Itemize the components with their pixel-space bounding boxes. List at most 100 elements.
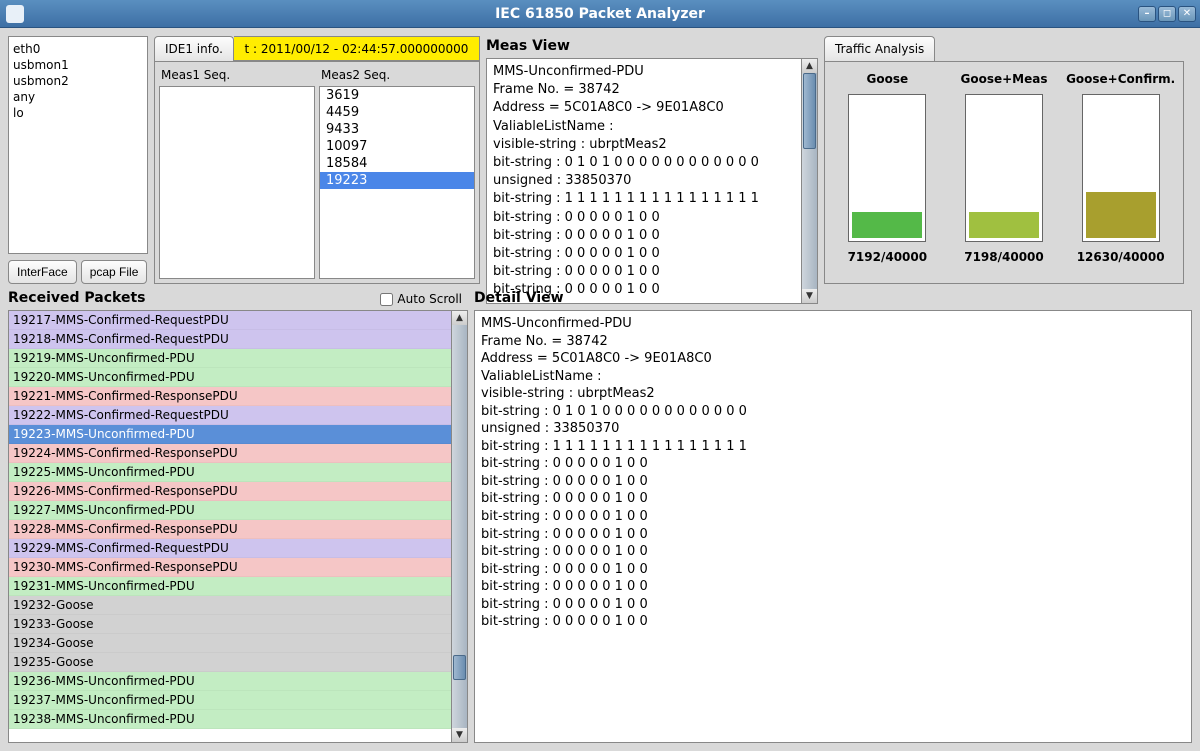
detail-line: bit-string : 0 0 0 0 0 1 0 0: [481, 526, 1185, 544]
packet-row[interactable]: 19230-MMS-Confirmed-ResponsePDU: [9, 558, 451, 577]
packet-row[interactable]: 19217-MMS-Confirmed-RequestPDU: [9, 311, 451, 330]
meas2-item[interactable]: 4459: [320, 104, 474, 121]
meas2-item[interactable]: 3619: [320, 87, 474, 104]
scroll-down-icon[interactable]: ▼: [802, 289, 817, 303]
tab-traffic-analysis[interactable]: Traffic Analysis: [824, 36, 935, 61]
meas1-list[interactable]: [159, 86, 315, 279]
received-list[interactable]: 19217-MMS-Confirmed-RequestPDU19218-MMS-…: [8, 310, 452, 743]
meas-line: bit-string : 1 1 1 1 1 1 1 1 1 1 1 1 1 1…: [493, 190, 795, 208]
packet-row[interactable]: 19221-MMS-Confirmed-ResponsePDU: [9, 387, 451, 406]
meas-line: bit-string : 0 0 0 0 0 1 0 0: [493, 227, 795, 245]
ide-panel: IDE1 info. t : 2011/00/12 - 02:44:57.000…: [154, 36, 480, 284]
traffic-body: Goose7192/40000Goose+Meas7198/40000Goose…: [824, 61, 1184, 284]
meas2-item[interactable]: 9433: [320, 121, 474, 138]
scroll-thumb[interactable]: [803, 73, 816, 149]
packet-row[interactable]: 19222-MMS-Confirmed-RequestPDU: [9, 406, 451, 425]
chart-fill: [852, 212, 922, 238]
scroll-up-icon[interactable]: ▲: [802, 59, 817, 73]
packet-row[interactable]: 19236-MMS-Unconfirmed-PDU: [9, 672, 451, 691]
interface-item[interactable]: lo: [13, 105, 143, 121]
scroll-down-icon[interactable]: ▼: [452, 728, 467, 742]
packet-row[interactable]: 19237-MMS-Unconfirmed-PDU: [9, 691, 451, 710]
window-title: IEC 61850 Packet Analyzer: [495, 6, 705, 22]
interface-item[interactable]: usbmon1: [13, 57, 143, 73]
interface-item[interactable]: any: [13, 89, 143, 105]
received-title: Received Packets: [8, 288, 145, 310]
packet-row[interactable]: 19238-MMS-Unconfirmed-PDU: [9, 710, 451, 729]
detail-line: MMS-Unconfirmed-PDU: [481, 315, 1185, 333]
packet-row[interactable]: 19234-Goose: [9, 634, 451, 653]
received-packets-panel: Received Packets Auto Scroll 19217-MMS-C…: [8, 288, 468, 743]
interface-button[interactable]: InterFace: [8, 260, 77, 284]
detail-view-panel: Detail View MMS-Unconfirmed-PDUFrame No.…: [474, 288, 1192, 743]
meas-view-panel: Meas View MMS-Unconfirmed-PDUFrame No. =…: [486, 36, 818, 284]
meas2-item[interactable]: 10097: [320, 138, 474, 155]
traffic-panel: Traffic Analysis Goose7192/40000Goose+Me…: [824, 36, 1184, 284]
packet-row[interactable]: 19231-MMS-Unconfirmed-PDU: [9, 577, 451, 596]
close-button[interactable]: ✕: [1178, 6, 1196, 22]
detail-view-text[interactable]: MMS-Unconfirmed-PDUFrame No. = 38742Addr…: [474, 310, 1192, 743]
scroll-track[interactable]: [802, 73, 817, 289]
detail-line: bit-string : 0 0 0 0 0 1 0 0: [481, 508, 1185, 526]
seq-container: Meas1 Seq. Meas2 Seq. 361944599433100971…: [154, 61, 480, 284]
meas2-item[interactable]: 19223: [320, 172, 474, 189]
detail-line: unsigned : 33850370: [481, 420, 1185, 438]
packet-row[interactable]: 19225-MMS-Unconfirmed-PDU: [9, 463, 451, 482]
packet-row[interactable]: 19227-MMS-Unconfirmed-PDU: [9, 501, 451, 520]
auto-scroll-checkbox[interactable]: [380, 293, 393, 306]
meas-line: visible-string : ubrptMeas2: [493, 136, 795, 154]
packet-row[interactable]: 19218-MMS-Confirmed-RequestPDU: [9, 330, 451, 349]
meas-view-scrollbar[interactable]: ▲ ▼: [802, 58, 818, 304]
meas-line: Frame No. = 38742: [493, 81, 795, 99]
maximize-button[interactable]: ◻: [1158, 6, 1176, 22]
received-scrollbar[interactable]: ▲ ▼: [452, 310, 468, 743]
interface-item[interactable]: usbmon2: [13, 73, 143, 89]
chart-box: [848, 94, 926, 242]
meas-view-body: MMS-Unconfirmed-PDUFrame No. = 38742Addr…: [486, 58, 818, 304]
chart-column: Goose+Meas7198/40000: [949, 72, 1059, 277]
detail-line: Address = 5C01A8C0 -> 9E01A8C0: [481, 350, 1185, 368]
window-titlebar: IEC 61850 Packet Analyzer – ◻ ✕: [0, 0, 1200, 28]
scroll-thumb[interactable]: [453, 655, 466, 679]
detail-line: bit-string : 0 0 0 0 0 1 0 0: [481, 490, 1185, 508]
detail-line: bit-string : 0 0 0 0 0 1 0 0: [481, 596, 1185, 614]
scroll-up-icon[interactable]: ▲: [452, 311, 467, 325]
chart-count: 12630/40000: [1077, 250, 1165, 264]
packet-row[interactable]: 19219-MMS-Unconfirmed-PDU: [9, 349, 451, 368]
packet-row[interactable]: 19229-MMS-Confirmed-RequestPDU: [9, 539, 451, 558]
tab-ide1[interactable]: IDE1 info.: [154, 36, 234, 61]
packet-row[interactable]: 19226-MMS-Confirmed-ResponsePDU: [9, 482, 451, 501]
interface-item[interactable]: eth0: [13, 41, 143, 57]
meas-view-text[interactable]: MMS-Unconfirmed-PDUFrame No. = 38742Addr…: [486, 58, 802, 304]
meas2-list[interactable]: 361944599433100971858419223: [319, 86, 475, 279]
chart-fill: [969, 212, 1039, 238]
packet-row[interactable]: 19224-MMS-Confirmed-ResponsePDU: [9, 444, 451, 463]
app-icon: [6, 5, 24, 23]
packet-row[interactable]: 19220-MMS-Unconfirmed-PDU: [9, 368, 451, 387]
detail-line: visible-string : ubrptMeas2: [481, 385, 1185, 403]
packet-row[interactable]: 19235-Goose: [9, 653, 451, 672]
detail-line: bit-string : 0 0 0 0 0 1 0 0: [481, 613, 1185, 631]
detail-view-title: Detail View: [474, 288, 1192, 310]
packet-row[interactable]: 19223-MMS-Unconfirmed-PDU: [9, 425, 451, 444]
meas2-item[interactable]: 18584: [320, 155, 474, 172]
chart-fill: [1086, 192, 1156, 238]
packet-row[interactable]: 19232-Goose: [9, 596, 451, 615]
chart-title: Goose+Meas: [960, 72, 1047, 86]
traffic-tabs: Traffic Analysis: [824, 36, 1184, 61]
detail-line: ValiableListName :: [481, 368, 1185, 386]
meas1-label: Meas1 Seq.: [159, 66, 315, 86]
detail-line: bit-string : 0 0 0 0 0 1 0 0: [481, 578, 1185, 596]
meas-line: bit-string : 0 1 0 1 0 0 0 0 0 0 0 0 0 0…: [493, 154, 795, 172]
scroll-track[interactable]: [452, 325, 467, 728]
pcap-file-button[interactable]: pcap File: [81, 260, 148, 284]
chart-count: 7192/40000: [848, 250, 928, 264]
received-header: Received Packets Auto Scroll: [8, 288, 468, 310]
meas-line: MMS-Unconfirmed-PDU: [493, 63, 795, 81]
auto-scroll-control[interactable]: Auto Scroll: [380, 292, 462, 306]
packet-row[interactable]: 19233-Goose: [9, 615, 451, 634]
minimize-button[interactable]: –: [1138, 6, 1156, 22]
packet-row[interactable]: 19228-MMS-Confirmed-ResponsePDU: [9, 520, 451, 539]
interfaces-list[interactable]: eth0usbmon1usbmon2anylo: [8, 36, 148, 254]
chart-box: [965, 94, 1043, 242]
